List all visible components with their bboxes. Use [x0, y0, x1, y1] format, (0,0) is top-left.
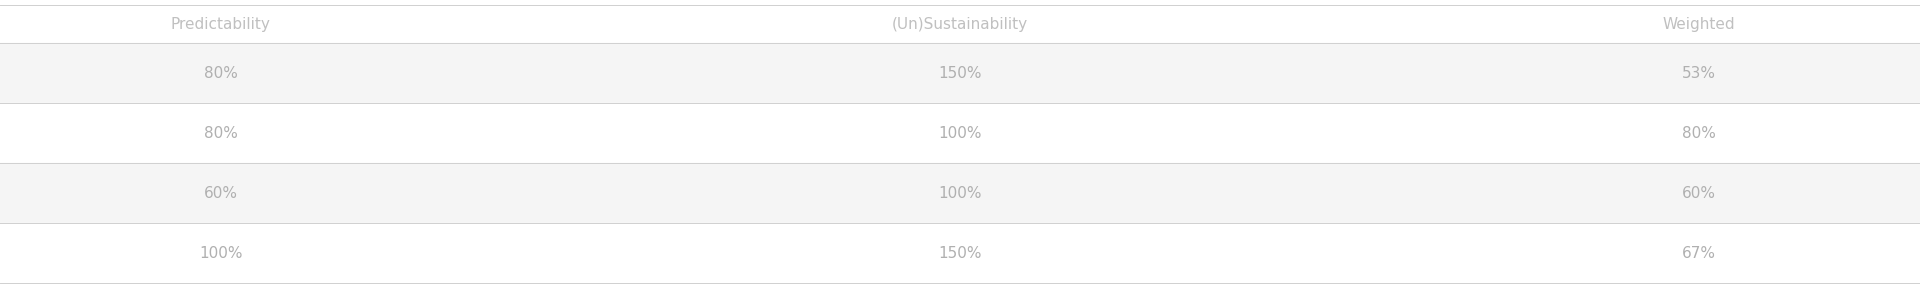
- Text: 60%: 60%: [204, 185, 238, 200]
- Text: 67%: 67%: [1682, 245, 1716, 261]
- Text: Weighted: Weighted: [1663, 16, 1736, 31]
- Text: 60%: 60%: [1682, 185, 1716, 200]
- Text: 100%: 100%: [200, 245, 242, 261]
- Bar: [0, 43, 1920, 103]
- Text: 150%: 150%: [939, 65, 981, 81]
- Text: 100%: 100%: [939, 185, 981, 200]
- Bar: [0, 103, 1920, 163]
- Text: 100%: 100%: [939, 126, 981, 141]
- Bar: [0, 223, 1920, 283]
- Text: 150%: 150%: [939, 245, 981, 261]
- Bar: [0, 163, 1920, 223]
- Text: 53%: 53%: [1682, 65, 1716, 81]
- Text: 80%: 80%: [204, 65, 238, 81]
- Text: (Un)Sustainability: (Un)Sustainability: [893, 16, 1027, 31]
- Text: 80%: 80%: [1682, 126, 1716, 141]
- Text: Predictability: Predictability: [171, 16, 271, 31]
- Text: 80%: 80%: [204, 126, 238, 141]
